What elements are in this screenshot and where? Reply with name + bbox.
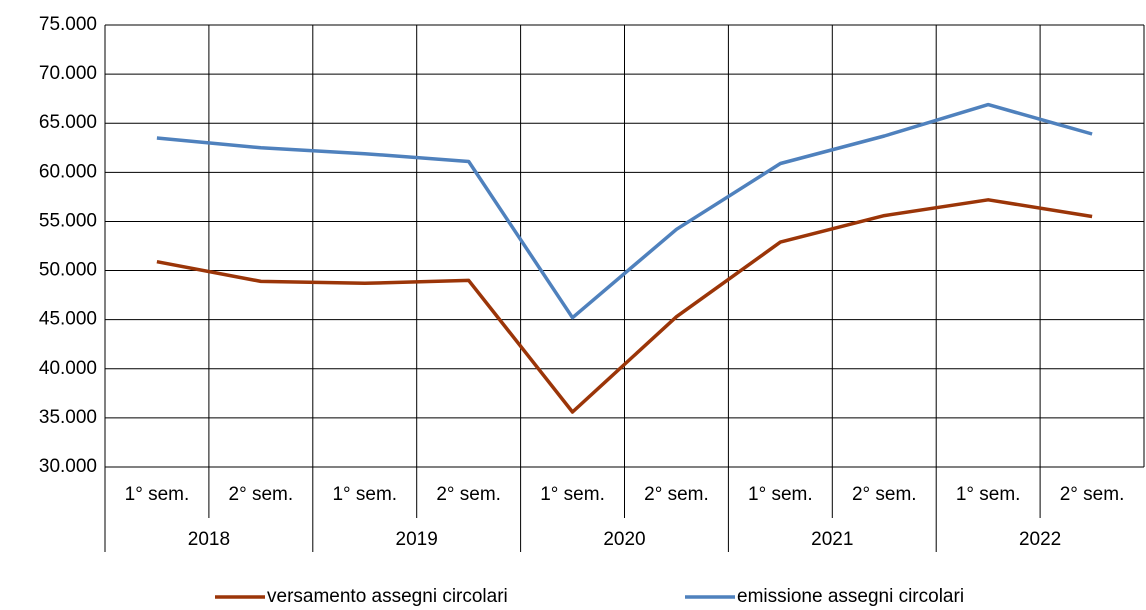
- x-tick-label: 2° sem.: [852, 484, 917, 505]
- y-tick-label: 45.000: [39, 309, 97, 330]
- x-tick-label: 1° sem.: [748, 484, 813, 505]
- group-label: 2018: [188, 529, 230, 550]
- y-tick-label: 75.000: [39, 14, 97, 35]
- x-tick-label: 1° sem.: [540, 484, 605, 505]
- x-tick-label: 2° sem.: [1060, 484, 1125, 505]
- y-tick-label: 50.000: [39, 260, 97, 281]
- legend-label: versamento assegni circolari: [267, 586, 508, 607]
- x-tick-label: 2° sem.: [436, 484, 501, 505]
- y-tick-label: 30.000: [39, 456, 97, 477]
- group-label: 2019: [396, 529, 438, 550]
- y-tick-label: 70.000: [39, 63, 97, 84]
- x-tick-label: 1° sem.: [125, 484, 190, 505]
- legend-label: emissione assegni circolari: [737, 586, 964, 607]
- group-label: 2022: [1019, 529, 1061, 550]
- y-tick-label: 40.000: [39, 358, 97, 379]
- series-line: [156, 198, 1093, 414]
- group-label: 2020: [603, 529, 645, 550]
- y-tick-label: 65.000: [39, 112, 97, 133]
- x-tick-label: 2° sem.: [644, 484, 709, 505]
- x-tick-label: 2° sem.: [229, 484, 294, 505]
- y-tick-label: 60.000: [39, 161, 97, 182]
- y-tick-label: 35.000: [39, 407, 97, 428]
- y-tick-label: 55.000: [39, 210, 97, 231]
- group-label: 2021: [811, 529, 853, 550]
- x-tick-label: 1° sem.: [956, 484, 1021, 505]
- x-tick-label: 1° sem.: [332, 484, 397, 505]
- series-line: [156, 102, 1093, 320]
